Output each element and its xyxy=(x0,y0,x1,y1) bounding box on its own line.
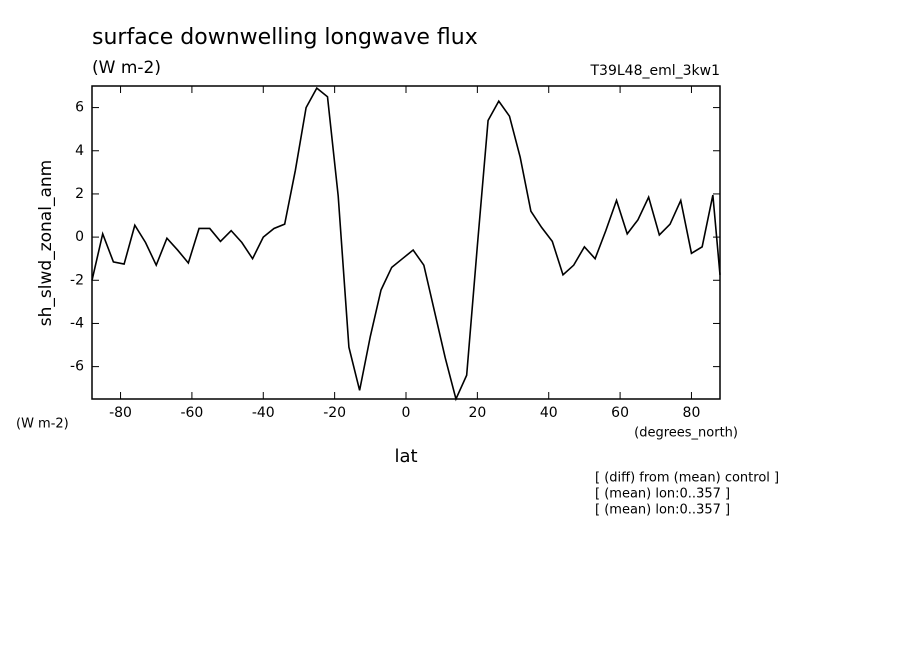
y-tick-label: 6 xyxy=(75,100,84,116)
y-tick-label: 2 xyxy=(75,186,84,202)
x-tick-label: 20 xyxy=(468,405,486,421)
data-line xyxy=(91,86,721,402)
annotation: [ (mean) lon:0..357 ] xyxy=(595,503,730,518)
x-tick-label: -40 xyxy=(252,405,275,421)
y-axis-label: sh_slwd_zonal_anm xyxy=(36,160,56,326)
plot-frame xyxy=(91,85,721,400)
x-tick-label: -80 xyxy=(109,405,132,421)
x-axis-label: lat xyxy=(394,446,417,467)
x-tick-label: 80 xyxy=(683,405,701,421)
y-units: (W m-2) xyxy=(16,417,69,432)
x-units: (degrees_north) xyxy=(634,426,738,441)
x-tick-label: 0 xyxy=(402,405,411,421)
x-tick-label: -60 xyxy=(180,405,203,421)
y-tick-label: -6 xyxy=(70,359,84,375)
y-tick-label: -4 xyxy=(70,315,84,331)
subtitle: (W m-2) xyxy=(92,58,161,78)
y-tick-label: 0 xyxy=(75,229,84,245)
x-tick-label: 40 xyxy=(540,405,558,421)
y-tick-label: 4 xyxy=(75,143,84,159)
annotation: [ (mean) lon:0..357 ] xyxy=(595,487,730,502)
y-tick-label: -2 xyxy=(70,272,84,288)
chart-title: surface downwelling longwave flux xyxy=(92,25,478,50)
x-tick-label: 60 xyxy=(611,405,629,421)
x-tick-label: -20 xyxy=(323,405,346,421)
annotation: [ (diff) from (mean) control ] xyxy=(595,471,779,486)
dataset-label: T39L48_eml_3kw1 xyxy=(590,63,721,79)
